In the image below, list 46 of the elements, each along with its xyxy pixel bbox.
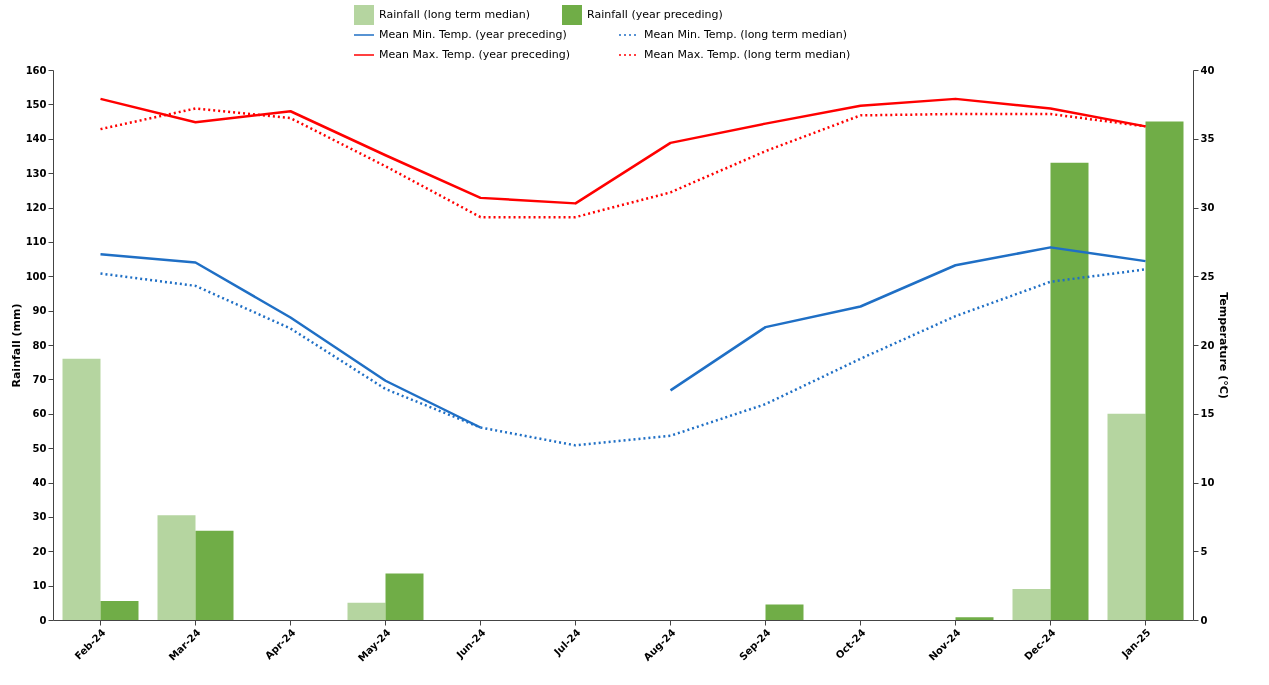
y2-tick-label: 25 xyxy=(1200,270,1215,282)
legend-label: Mean Min. Temp. (long term median) xyxy=(644,28,847,41)
y2-tick-label: 10 xyxy=(1200,477,1215,488)
y-tick-label: 80 xyxy=(32,339,47,351)
legend-label: Rainfall (long term median) xyxy=(379,8,531,21)
y-tick-label: 30 xyxy=(32,511,47,523)
y-tick-label: 40 xyxy=(32,477,47,488)
y-tick-label: 60 xyxy=(32,408,47,420)
bar xyxy=(1012,589,1051,620)
y-tick-label: 10 xyxy=(32,580,47,592)
bar xyxy=(1050,162,1089,620)
bar xyxy=(62,358,101,620)
bar xyxy=(385,573,424,620)
bar xyxy=(955,617,994,620)
y2-tick-label: 0 xyxy=(1200,614,1208,626)
y-tick-label: 0 xyxy=(39,614,47,626)
y-tick-label: 90 xyxy=(32,305,47,317)
y2-tick-label: 40 xyxy=(1200,64,1215,76)
bar xyxy=(195,530,234,620)
legend-label: Rainfall (year preceding) xyxy=(587,8,723,21)
y2-tick-label: 5 xyxy=(1200,545,1208,557)
y2-tick-label: 15 xyxy=(1200,408,1215,420)
legend-label: Mean Min. Temp. (year preceding) xyxy=(379,28,567,41)
y-tick-label: 50 xyxy=(32,442,47,454)
y-tick-label: 140 xyxy=(25,133,47,145)
bar xyxy=(1145,121,1184,620)
y-tick-label: 110 xyxy=(25,236,47,248)
y2-tick-label: 35 xyxy=(1200,133,1215,145)
y2-tick-label: 20 xyxy=(1200,339,1215,351)
y-tick-label: 20 xyxy=(32,545,47,557)
y-tick-label: 130 xyxy=(25,167,47,179)
y-tick-label: 70 xyxy=(32,373,47,385)
y-tick-label: 120 xyxy=(25,202,47,213)
bar xyxy=(157,515,196,620)
y-tick-label: 160 xyxy=(25,64,47,76)
bar xyxy=(1107,413,1146,620)
legend-label: Mean Max. Temp. (year preceding) xyxy=(379,48,570,61)
y2-tick-label: 30 xyxy=(1200,202,1215,213)
y-axis-title: Rainfall (mm) xyxy=(9,303,23,388)
y-tick-label: 100 xyxy=(25,270,47,282)
y2-axis-title: Temperature (°C) xyxy=(1217,292,1231,399)
bar xyxy=(347,602,386,620)
bar xyxy=(100,601,139,620)
bar xyxy=(765,604,804,620)
legend-label: Mean Max. Temp. (long term median) xyxy=(644,48,851,61)
y-tick-label: 150 xyxy=(25,98,47,110)
